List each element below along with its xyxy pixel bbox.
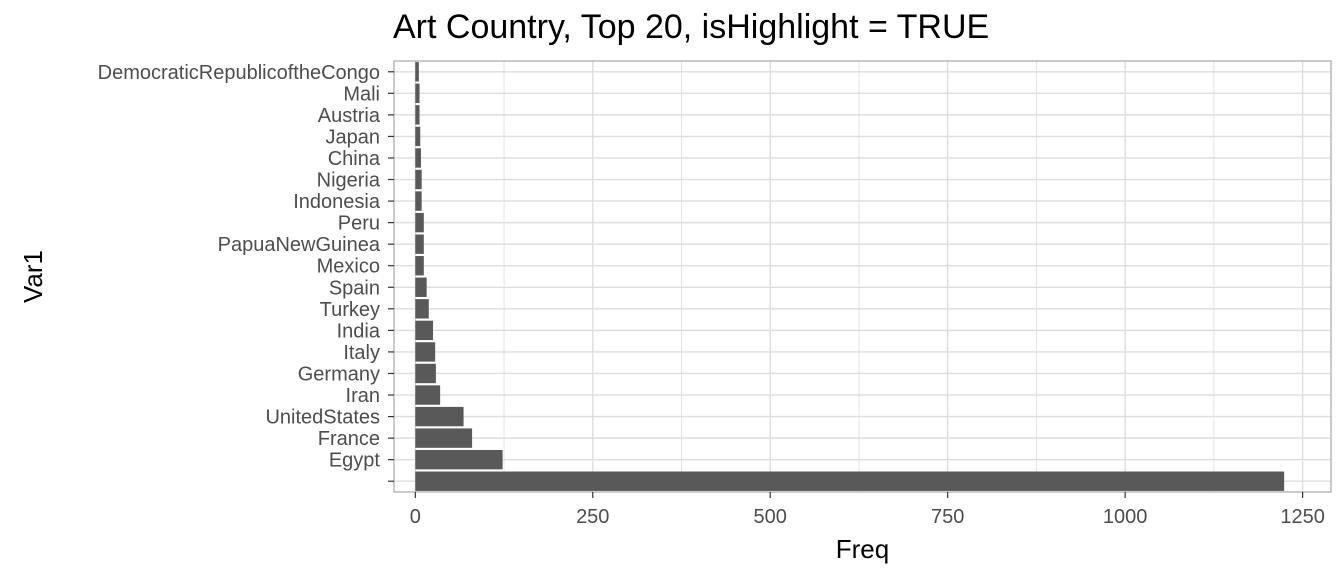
bar bbox=[415, 62, 419, 82]
x-tick-label: 250 bbox=[576, 506, 609, 528]
bar bbox=[415, 449, 503, 470]
y-tick-label: DemocraticRepublicoftheCongo bbox=[98, 62, 380, 84]
chart-title: Art Country, Top 20, isHighlight = TRUE bbox=[393, 8, 990, 46]
y-tick-label: Spain bbox=[329, 277, 380, 299]
bar bbox=[415, 385, 441, 405]
bar bbox=[415, 471, 1285, 491]
grid-lines bbox=[394, 61, 1331, 492]
y-tick-label: Turkey bbox=[320, 299, 380, 321]
bar bbox=[415, 234, 424, 254]
bar bbox=[415, 126, 421, 147]
y-axis-ticks: EgyptFranceUnitedStatesIranGermanyItalyI… bbox=[98, 62, 394, 482]
y-tick-label: Mexico bbox=[317, 256, 380, 278]
y-tick-label: Mali bbox=[343, 83, 380, 105]
bar bbox=[415, 342, 436, 362]
y-tick-label: Austria bbox=[318, 105, 381, 127]
bar bbox=[415, 191, 422, 211]
bars bbox=[415, 62, 1285, 491]
x-tick-label: 1000 bbox=[1103, 506, 1148, 528]
bar bbox=[415, 320, 434, 341]
x-tick-label: 750 bbox=[931, 506, 964, 528]
y-tick-label: India bbox=[337, 320, 381, 342]
bar bbox=[415, 299, 429, 319]
bar bbox=[415, 256, 424, 276]
y-tick-label: Japan bbox=[326, 126, 381, 148]
y-tick-label: Egypt bbox=[329, 450, 381, 472]
bar bbox=[415, 277, 427, 297]
x-axis-ticks: 0 250 500 750 1000 1250 bbox=[410, 492, 1325, 528]
bar bbox=[415, 105, 420, 125]
y-tick-label: France bbox=[318, 428, 380, 450]
bar bbox=[415, 169, 422, 190]
bar bbox=[415, 428, 473, 448]
y-tick-label: Peru bbox=[338, 213, 380, 235]
y-tick-label: Germany bbox=[298, 363, 380, 385]
bar bbox=[415, 406, 464, 427]
bar bbox=[415, 212, 424, 233]
bar bbox=[415, 83, 420, 104]
x-tick-label: 500 bbox=[754, 506, 787, 528]
bar bbox=[415, 363, 436, 384]
x-tick-label: 1250 bbox=[1280, 506, 1325, 528]
y-tick-label: Iran bbox=[346, 385, 380, 407]
y-tick-label: Nigeria bbox=[317, 170, 381, 192]
panel-border bbox=[393, 60, 1332, 493]
x-axis-title: Freq bbox=[836, 534, 889, 564]
y-tick-label: PapuaNewGuinea bbox=[218, 234, 381, 256]
y-axis-title: Var1 bbox=[18, 250, 48, 303]
y-tick-label: Italy bbox=[343, 342, 380, 364]
x-tick-label: 0 bbox=[410, 506, 421, 528]
y-tick-label: UnitedStates bbox=[265, 407, 380, 429]
y-tick-label: Indonesia bbox=[293, 191, 381, 213]
bar bbox=[415, 148, 421, 168]
y-tick-label: China bbox=[328, 148, 381, 170]
